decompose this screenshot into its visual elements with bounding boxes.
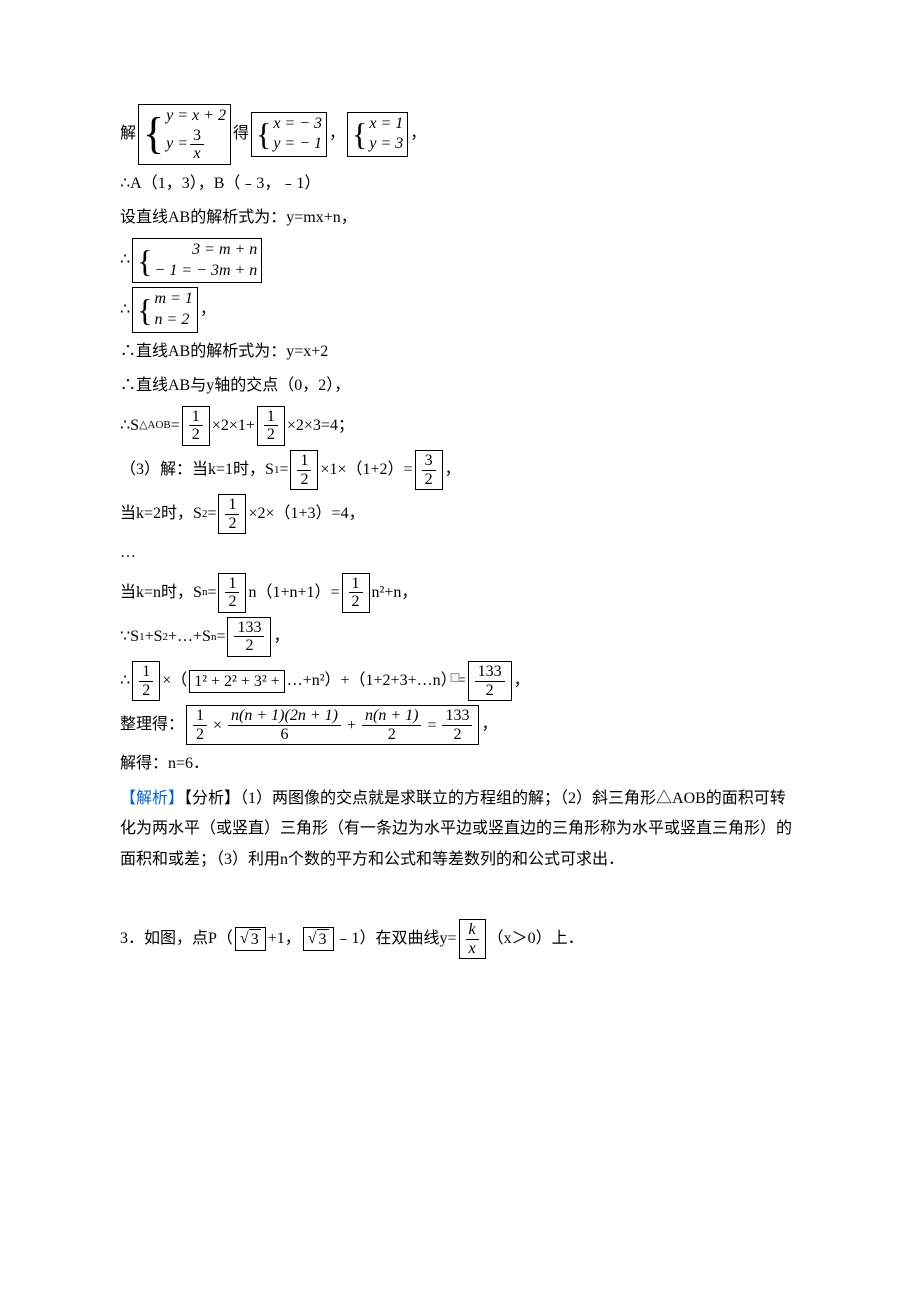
box-system-1: { y = x + 2 y = 3 x — [138, 104, 231, 165]
document-page: 解 { y = x + 2 y = 3 x 得 — [0, 0, 920, 1302]
analysis-label: 【解析】 — [120, 790, 184, 807]
eq: y = x + 2 — [166, 106, 226, 127]
line-solution-mn: ∴ { m = 1 n = 2 ， — [120, 287, 800, 333]
line-kn: 当k=n时，Sn= 12 n（1+n+1）= 12 n²+n， — [120, 573, 800, 613]
text: 解 — [120, 119, 136, 149]
text: 设直线AB的解析式为：y=mx+n， — [120, 203, 357, 233]
text: ， — [329, 119, 345, 149]
line-system-mn: ∴ { 3 = m + n − 1 = − 3m + n — [120, 238, 800, 284]
line-simplify: 整理得： 12 × n(n + 1)(2n + 1)6 + n(n + 1)2 … — [120, 705, 800, 745]
line-s-aob: ∴S△AOB = 12 ×2×1+ 12 ×2×3=4； — [120, 406, 800, 446]
line-k2: 当k=2时，S2= 12 ×2×（1+3）=4， — [120, 494, 800, 534]
line-sum-s: ∵S1 +S2 +…+Sn = 1332 ， — [120, 617, 800, 657]
text: ∴A（1，3），B（﹣3，﹣1） — [120, 169, 320, 199]
text: 解得：n=6． — [120, 749, 209, 779]
page-marker-icon — [451, 673, 460, 682]
text: 得 — [233, 119, 249, 149]
text: ∴直线AB的解析式为：y=x+2 — [120, 337, 328, 367]
text: ∴直线AB与y轴的交点（0，2）， — [120, 371, 350, 401]
box-solution-2: { x = 1 y = 3 — [347, 112, 408, 158]
line-solve-system: 解 { y = x + 2 y = 3 x 得 — [120, 104, 800, 165]
text: ， — [410, 119, 426, 149]
ellipsis: … — [120, 538, 136, 568]
question-3: 3．如图，点P（ √3 +1， √3 ﹣1）在双曲线y= kx （x＞0）上． — [120, 919, 800, 959]
box-solution-1: { x = − 3 y = − 1 — [251, 112, 327, 158]
analysis-block: 【解析】【分析】（1）两图像的交点就是求联立的方程组的解；（2）斜三角形△AOB… — [120, 784, 800, 875]
analysis-body: 【分析】（1）两图像的交点就是求联立的方程组的解；（2）斜三角形△AOB的面积可… — [120, 790, 792, 868]
line-k1: （3）解：当k=1时，S1 = 12 ×1×（1+2）= 32 ， — [120, 450, 800, 490]
eq: y = — [166, 134, 188, 155]
